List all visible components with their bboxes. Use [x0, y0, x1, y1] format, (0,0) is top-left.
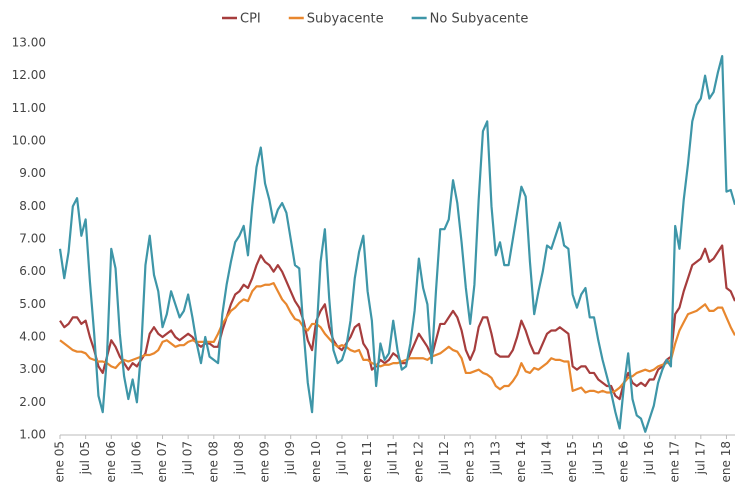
x-tick-label: jul 08	[232, 441, 246, 475]
series-line	[59, 244, 735, 401]
y-tick-label: 6.00	[19, 264, 46, 278]
x-tick-label: ene 15	[565, 441, 579, 482]
y-tick-label: 13.00	[12, 36, 46, 50]
x-tick-label: ene 11	[360, 441, 374, 482]
x-tick-label: ene 10	[309, 441, 323, 482]
x-tick-label: ene 14	[514, 441, 528, 482]
x-tick-label: jul 05	[78, 441, 92, 475]
y-tick-label: 12.00	[12, 68, 46, 82]
y-tick-label: 7.00	[19, 232, 46, 246]
x-tick-label: jul 17	[693, 441, 707, 475]
x-tick-label: jul 12	[437, 441, 451, 475]
x-tick-label: ene 16	[616, 441, 630, 482]
x-tick-label: ene 09	[258, 441, 272, 482]
x-tick-label: jul 15	[591, 441, 605, 475]
x-tick-label: ene 05	[53, 441, 67, 482]
series-line	[59, 282, 735, 394]
x-tick-label: jul 07	[181, 441, 195, 475]
x-tick-label: jul 14	[540, 441, 554, 475]
x-tick-label: ene 07	[155, 441, 169, 482]
x-tick-label: ene 17	[668, 441, 682, 482]
x-tick-label: ene 12	[411, 441, 425, 482]
x-tick-label: ene 06	[104, 441, 118, 482]
y-tick-label: 2.00	[19, 395, 46, 409]
y-tick-label: 1.00	[19, 428, 46, 442]
x-tick-label: ene 13	[463, 441, 477, 482]
x-tick-label: ene 18	[719, 441, 733, 482]
x-tick-label: jul 06	[129, 441, 143, 475]
x-tick-label: ene 08	[206, 441, 220, 482]
legend-label: Subyacente	[307, 12, 384, 27]
y-tick-label: 11.00	[12, 101, 46, 115]
y-tick-label: 10.00	[12, 134, 46, 148]
x-tick-label: jul 11	[386, 441, 400, 475]
legend-label: CPI	[240, 12, 261, 27]
y-tick-label: 4.00	[19, 330, 46, 344]
y-tick-label: 3.00	[19, 362, 46, 376]
x-tick-label: jul 09	[283, 441, 297, 475]
x-tick-label: jul 13	[488, 441, 502, 475]
series-line	[58, 54, 735, 433]
y-tick-label: 8.00	[19, 199, 46, 213]
x-tick-label: jul 10	[334, 441, 348, 475]
legend-label: No Subyacente	[430, 12, 529, 27]
y-tick-label: 9.00	[19, 166, 46, 180]
x-tick-label: jul 16	[642, 441, 656, 475]
y-tick-label: 5.00	[19, 297, 46, 311]
